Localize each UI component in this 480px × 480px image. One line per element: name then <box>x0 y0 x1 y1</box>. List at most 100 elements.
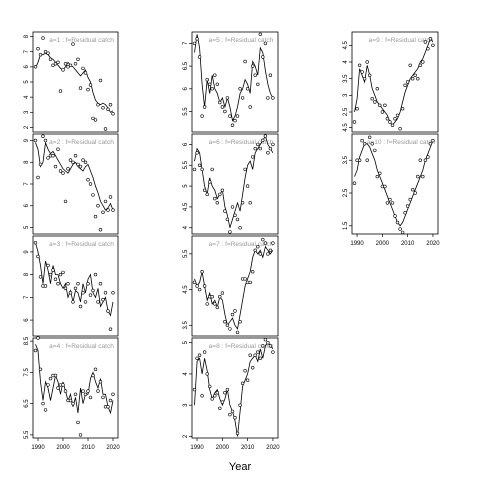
data-point <box>357 158 362 162</box>
x-tick-label: 2020 <box>106 445 120 451</box>
series-line <box>354 140 434 227</box>
y-tick-label: 6.5 <box>183 61 189 70</box>
data-point <box>380 110 385 114</box>
data-point <box>71 42 75 46</box>
panel-2: a=2 : f=Residual catch 5 6 7 8 9 <box>24 133 119 235</box>
data-point <box>352 181 357 185</box>
y-tick-label: 7 <box>183 41 189 45</box>
data-point <box>388 197 392 202</box>
data-point <box>73 286 78 290</box>
data-point <box>81 158 85 162</box>
data-point <box>111 291 115 295</box>
data-point <box>41 401 45 406</box>
data-point <box>48 376 53 381</box>
data-point <box>38 162 43 167</box>
data-point <box>390 123 395 128</box>
data-point <box>373 100 377 104</box>
data-point <box>71 160 75 165</box>
data-point <box>405 204 410 208</box>
panel-9: a=9 : f=Residual catch 2.5 3 3.5 4 4.5 <box>343 31 439 133</box>
data-point <box>205 192 209 197</box>
data-point <box>91 288 95 293</box>
data-point <box>413 73 417 78</box>
data-point <box>38 275 43 279</box>
data-point <box>101 395 105 400</box>
series-line <box>194 245 274 330</box>
data-point <box>405 80 410 84</box>
data-point <box>200 270 204 274</box>
y-tick-label: 2 <box>24 125 30 129</box>
data-point <box>263 337 268 342</box>
data-point <box>418 63 422 68</box>
data-point <box>251 366 255 370</box>
data-point <box>195 151 199 155</box>
data-point <box>86 389 90 393</box>
data-point <box>235 217 240 222</box>
data-point <box>431 138 435 143</box>
data-point <box>88 395 93 400</box>
data-point <box>96 389 100 393</box>
y-tick-label: 5 <box>24 225 30 229</box>
data-point <box>230 312 235 317</box>
panel-frame <box>191 31 279 133</box>
data-point <box>271 350 275 354</box>
data-point <box>251 64 255 68</box>
data-point <box>66 167 70 171</box>
data-point <box>38 367 43 371</box>
data-point <box>86 178 90 182</box>
panel-frame <box>351 31 439 133</box>
data-point <box>68 291 73 295</box>
data-point <box>53 62 58 66</box>
data-point <box>43 49 48 54</box>
data-point <box>197 287 202 292</box>
data-point <box>58 169 63 173</box>
data-point <box>83 71 88 75</box>
data-point <box>41 134 45 138</box>
data-point <box>266 96 270 100</box>
data-point <box>58 272 63 277</box>
y-tick-label: 7 <box>24 182 30 186</box>
x-tick-label: 2010 <box>81 445 95 451</box>
data-point <box>253 73 257 77</box>
series-line <box>194 34 274 122</box>
data-point <box>101 106 105 110</box>
data-point <box>66 282 70 286</box>
data-point <box>370 96 374 101</box>
data-point <box>76 162 80 167</box>
data-point <box>205 77 209 82</box>
data-point <box>106 405 110 409</box>
data-point <box>408 63 412 68</box>
x-tick-label: 2000 <box>376 241 390 247</box>
y-tick-label: 6 <box>24 203 30 207</box>
y-tick-label: 2.5 <box>343 107 349 116</box>
data-point <box>73 154 78 158</box>
data-point <box>383 103 387 108</box>
data-point <box>197 163 202 168</box>
data-point <box>243 369 247 373</box>
x-tick-label: 2020 <box>266 445 280 451</box>
panel-6: a=6 : f=Residual catch 4 4.5 5 5.5 6 <box>183 133 279 235</box>
data-point <box>245 87 250 91</box>
panel-5: a=5 : f=Residual catch 5.5 6 6.5 7 <box>183 31 279 133</box>
data-point <box>76 282 80 286</box>
y-tick-label: 4 <box>183 225 189 229</box>
data-point <box>261 138 265 143</box>
data-point <box>385 201 390 205</box>
data-point <box>388 120 392 124</box>
data-point <box>357 63 362 68</box>
data-point <box>68 398 73 403</box>
data-point <box>220 291 225 295</box>
data-point <box>56 282 60 286</box>
data-point <box>43 138 48 143</box>
panel-1: a=1 : f=Residual catch 2 3 4 5 6 7 8 <box>24 31 119 133</box>
data-point <box>238 320 242 324</box>
y-tick-label: 5 <box>183 184 189 188</box>
data-point <box>408 197 412 202</box>
data-point <box>210 295 214 299</box>
data-point <box>78 304 83 309</box>
y-tick-label: 7 <box>24 49 30 53</box>
data-point <box>86 282 90 286</box>
data-point <box>197 55 202 59</box>
data-point <box>33 348 38 353</box>
panel-8: a=8 : f=Residual catch 2 3 4 5 1990 2000 2010 20… <box>183 337 280 451</box>
